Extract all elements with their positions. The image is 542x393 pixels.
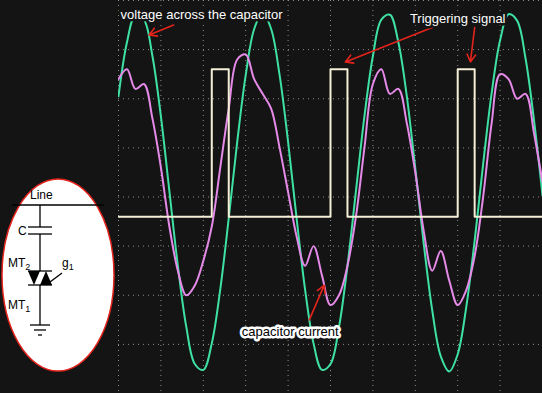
svg-text:MT1: MT1 — [8, 298, 30, 314]
svg-text:voltage across the capacitor: voltage across the capacitor — [121, 7, 284, 22]
svg-text:g1: g1 — [62, 256, 74, 272]
svg-text:MT2: MT2 — [8, 256, 30, 272]
svg-text:Triggering signal: Triggering signal — [410, 11, 506, 26]
svg-text:capacitor current: capacitor current — [242, 324, 339, 339]
svg-text:Line: Line — [30, 188, 53, 202]
svg-text:C: C — [18, 224, 27, 238]
